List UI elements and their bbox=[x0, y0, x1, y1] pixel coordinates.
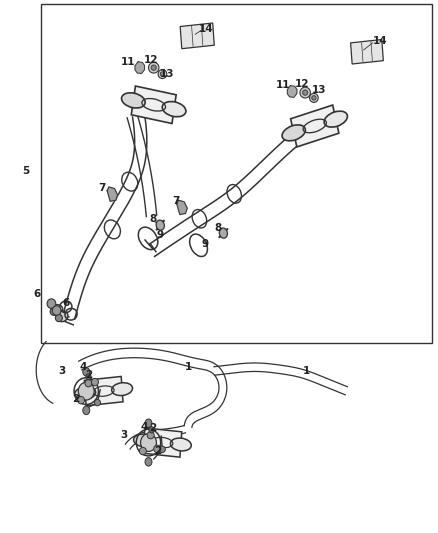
Text: 6: 6 bbox=[62, 297, 70, 308]
Ellipse shape bbox=[159, 446, 166, 453]
Ellipse shape bbox=[282, 125, 305, 141]
Polygon shape bbox=[291, 105, 339, 147]
Ellipse shape bbox=[162, 102, 186, 117]
Text: 7: 7 bbox=[172, 196, 179, 206]
Text: 13: 13 bbox=[312, 85, 326, 95]
Ellipse shape bbox=[156, 220, 164, 230]
Ellipse shape bbox=[158, 69, 167, 78]
Ellipse shape bbox=[149, 426, 154, 433]
Bar bbox=[41, 4, 432, 343]
Text: 1: 1 bbox=[185, 362, 192, 372]
Text: 4: 4 bbox=[79, 362, 86, 372]
Ellipse shape bbox=[86, 374, 91, 380]
Ellipse shape bbox=[300, 87, 311, 98]
Ellipse shape bbox=[141, 434, 156, 451]
Ellipse shape bbox=[57, 311, 68, 322]
Text: 14: 14 bbox=[373, 36, 387, 46]
Polygon shape bbox=[143, 428, 182, 457]
Ellipse shape bbox=[52, 306, 61, 316]
Polygon shape bbox=[180, 23, 214, 49]
Text: 9: 9 bbox=[201, 239, 208, 249]
Polygon shape bbox=[131, 86, 176, 124]
Ellipse shape bbox=[312, 95, 316, 100]
Ellipse shape bbox=[303, 90, 308, 95]
Ellipse shape bbox=[145, 458, 152, 466]
Text: 11: 11 bbox=[276, 79, 291, 90]
Polygon shape bbox=[350, 39, 383, 64]
Ellipse shape bbox=[310, 93, 318, 102]
Text: 11: 11 bbox=[121, 57, 136, 67]
Ellipse shape bbox=[134, 434, 155, 447]
Text: 2: 2 bbox=[72, 394, 79, 404]
Ellipse shape bbox=[95, 399, 100, 406]
Text: 12: 12 bbox=[294, 79, 309, 89]
Ellipse shape bbox=[78, 382, 94, 400]
Text: 7: 7 bbox=[98, 183, 105, 193]
Text: 2: 2 bbox=[85, 370, 92, 380]
Polygon shape bbox=[85, 376, 123, 406]
Ellipse shape bbox=[219, 228, 227, 238]
Ellipse shape bbox=[148, 62, 159, 73]
Ellipse shape bbox=[170, 438, 191, 451]
Ellipse shape bbox=[121, 93, 145, 108]
Ellipse shape bbox=[139, 447, 146, 455]
Text: 8: 8 bbox=[214, 223, 221, 233]
Ellipse shape bbox=[55, 314, 62, 321]
Text: 6: 6 bbox=[33, 289, 41, 299]
Text: 9: 9 bbox=[157, 230, 164, 240]
Ellipse shape bbox=[78, 397, 85, 404]
Ellipse shape bbox=[160, 72, 165, 76]
Ellipse shape bbox=[145, 419, 152, 427]
Ellipse shape bbox=[151, 65, 156, 70]
Text: 14: 14 bbox=[198, 24, 213, 34]
Text: 12: 12 bbox=[144, 55, 159, 64]
Ellipse shape bbox=[85, 379, 92, 387]
Polygon shape bbox=[287, 86, 297, 98]
Ellipse shape bbox=[83, 368, 90, 376]
Ellipse shape bbox=[83, 406, 90, 415]
Text: 2: 2 bbox=[155, 446, 162, 456]
Ellipse shape bbox=[50, 308, 57, 316]
Ellipse shape bbox=[324, 111, 347, 127]
Ellipse shape bbox=[154, 445, 161, 453]
Ellipse shape bbox=[112, 383, 133, 395]
Ellipse shape bbox=[47, 299, 56, 309]
Ellipse shape bbox=[75, 386, 95, 400]
Text: 2: 2 bbox=[149, 423, 156, 433]
Text: 3: 3 bbox=[120, 430, 128, 440]
Text: 5: 5 bbox=[22, 166, 29, 176]
Text: 13: 13 bbox=[159, 69, 174, 79]
Polygon shape bbox=[107, 187, 117, 201]
Polygon shape bbox=[177, 200, 187, 215]
Ellipse shape bbox=[147, 431, 154, 439]
Ellipse shape bbox=[52, 305, 63, 316]
Text: 4: 4 bbox=[141, 422, 148, 432]
Text: 3: 3 bbox=[59, 366, 66, 376]
Polygon shape bbox=[135, 62, 145, 74]
Text: 8: 8 bbox=[149, 214, 156, 224]
Text: 1: 1 bbox=[302, 367, 310, 376]
Ellipse shape bbox=[92, 378, 99, 386]
